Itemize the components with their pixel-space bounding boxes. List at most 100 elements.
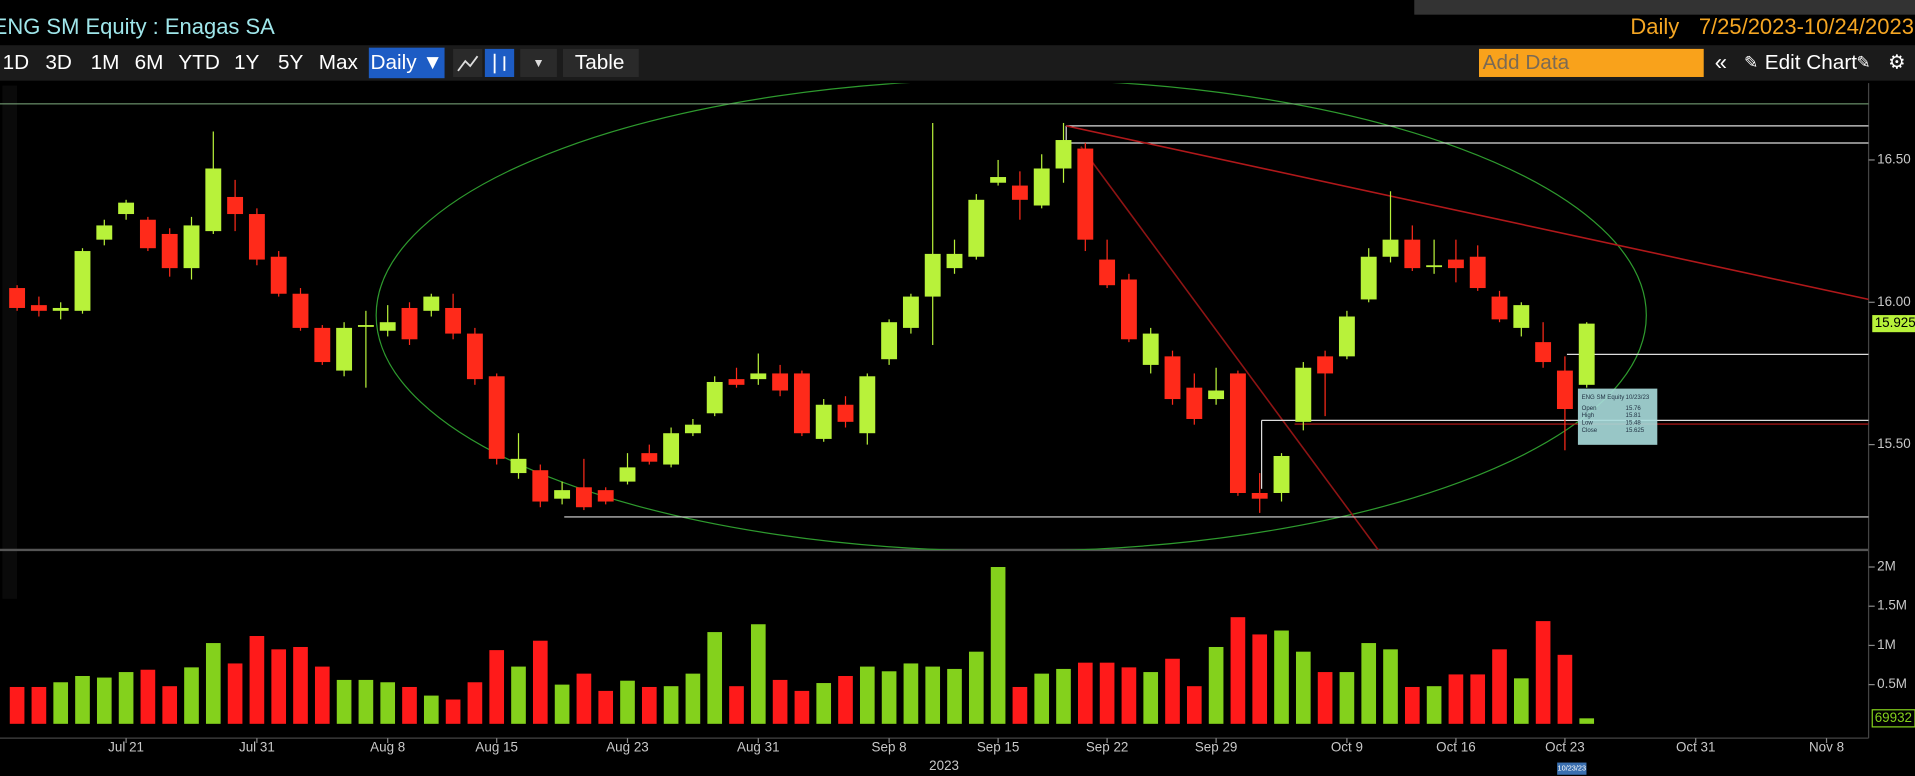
volume-bar bbox=[467, 682, 483, 724]
candle-body bbox=[270, 256, 287, 294]
candle-body bbox=[248, 214, 265, 260]
plot: 16.50 16.00 15.50 2M 1.5M 1M 0.5M Jul 21 Jul 31 A… bbox=[9, 122, 1915, 754]
candle-body bbox=[881, 322, 898, 360]
y-tick-label: 16.00 bbox=[1877, 294, 1911, 309]
volume-bar bbox=[184, 667, 199, 724]
period-button[interactable]: 3D bbox=[45, 51, 72, 74]
x-tick-label: Oct 23 bbox=[1545, 739, 1585, 754]
x-tick-label: Oct 16 bbox=[1436, 739, 1476, 754]
candle-body bbox=[793, 373, 810, 434]
x-tick-label: Oct 9 bbox=[1331, 739, 1363, 754]
candle-body bbox=[510, 458, 527, 474]
pencil-icon: ✎ bbox=[1744, 53, 1758, 72]
candle-body bbox=[1120, 279, 1137, 340]
table-label: Table bbox=[575, 51, 625, 74]
volume-bar bbox=[31, 686, 47, 724]
candle-body bbox=[750, 373, 767, 380]
dropdown-arrow: ▼ bbox=[533, 56, 545, 70]
scrollbar[interactable] bbox=[1414, 0, 1915, 15]
volume-bar bbox=[772, 679, 788, 724]
table-button[interactable] bbox=[563, 48, 639, 77]
volume-bar bbox=[1492, 649, 1507, 724]
candle-body bbox=[1491, 296, 1508, 320]
volume-bar bbox=[336, 679, 352, 724]
tooltip-security: ENG SM Equity bbox=[1582, 394, 1626, 401]
y-tick-label: 16.50 bbox=[1877, 151, 1911, 166]
candle-body bbox=[946, 253, 963, 269]
volume-bar bbox=[314, 666, 330, 724]
drawing-tools bbox=[2, 85, 18, 599]
candle-body bbox=[314, 327, 331, 363]
candle-body bbox=[641, 453, 658, 462]
volume-tick-label: 1.5M bbox=[1877, 598, 1907, 613]
candle-body bbox=[1317, 356, 1334, 374]
candle-body bbox=[1513, 305, 1530, 328]
candle-body bbox=[423, 296, 440, 311]
period-button[interactable]: 1M bbox=[91, 51, 120, 74]
period-button[interactable]: YTD bbox=[178, 51, 219, 74]
candle-body bbox=[728, 379, 745, 385]
tooltip-field: Close bbox=[1582, 427, 1598, 434]
volume-bar bbox=[750, 624, 766, 724]
volume-bar bbox=[227, 663, 243, 724]
candle-body bbox=[401, 307, 418, 340]
settings-icon[interactable]: ⚙ bbox=[1888, 52, 1906, 74]
candle-body bbox=[52, 307, 69, 311]
x-tick-label: Sep 8 bbox=[872, 739, 907, 754]
edit-icon[interactable]: ✎ bbox=[1856, 53, 1870, 72]
period-button[interactable]: 6M bbox=[135, 51, 164, 74]
volume-bar bbox=[140, 669, 156, 724]
candle-body bbox=[488, 376, 505, 459]
candle-body bbox=[772, 373, 789, 391]
volume-bar bbox=[1295, 651, 1311, 724]
volume-bar bbox=[925, 666, 941, 724]
period-button[interactable]: 5Y bbox=[278, 51, 304, 74]
candle-body bbox=[1142, 333, 1159, 365]
volume-bar bbox=[1339, 672, 1355, 724]
period-button[interactable]: Max bbox=[319, 51, 359, 74]
x-tick-label: Aug 23 bbox=[606, 739, 649, 754]
candle-body bbox=[1208, 390, 1225, 400]
tooltip-value: 15.76 bbox=[1626, 405, 1642, 412]
candle-body bbox=[161, 233, 178, 269]
tooltip-field: Open bbox=[1582, 405, 1597, 412]
year-label: 2023 bbox=[929, 758, 959, 773]
security-title: ENG SM Equity : Enagas SA bbox=[0, 14, 275, 39]
volume-bar bbox=[205, 643, 221, 724]
volume-bar bbox=[489, 650, 505, 724]
candle-button[interactable] bbox=[484, 48, 515, 77]
last-price-label: 15.925 bbox=[1875, 315, 1915, 330]
volume-bar bbox=[53, 682, 69, 724]
period-button[interactable]: 1Y bbox=[234, 51, 260, 74]
edit-chart-button[interactable]: Edit Chart bbox=[1765, 51, 1857, 74]
x-tick-label: Nov 8 bbox=[1809, 739, 1844, 754]
volume-bar bbox=[990, 567, 1006, 724]
period-button[interactable]: 1D bbox=[3, 51, 30, 74]
interval-label: Daily ▼ bbox=[370, 51, 442, 74]
overlay: ENG SM Equity 10/23/23 10/23/23 2023 Ope… bbox=[929, 388, 1658, 775]
tooltip-value: 15.625 bbox=[1626, 427, 1645, 434]
volume-bar bbox=[641, 686, 657, 724]
interval-button[interactable] bbox=[368, 47, 445, 79]
dropdown-button[interactable] bbox=[520, 48, 557, 77]
candle-body bbox=[663, 433, 680, 465]
candle-body bbox=[1295, 367, 1312, 422]
candle-icon bbox=[493, 53, 506, 74]
candle-body bbox=[336, 327, 353, 371]
volume-bar bbox=[1252, 634, 1268, 724]
last-volume-label: 69932 bbox=[1875, 710, 1912, 725]
collapse-icon[interactable]: « bbox=[1715, 49, 1727, 74]
volume-bar bbox=[1121, 667, 1137, 724]
candle-body bbox=[445, 307, 462, 334]
candle-body bbox=[205, 168, 222, 232]
volume-bar bbox=[598, 690, 614, 724]
volume-bar bbox=[1143, 672, 1159, 724]
candle-body bbox=[379, 322, 396, 331]
candle-body bbox=[815, 404, 832, 439]
candle-body bbox=[1556, 370, 1573, 410]
candle-body bbox=[1578, 323, 1595, 385]
candle-body bbox=[1164, 356, 1181, 400]
add-data-input[interactable] bbox=[1478, 48, 1704, 77]
